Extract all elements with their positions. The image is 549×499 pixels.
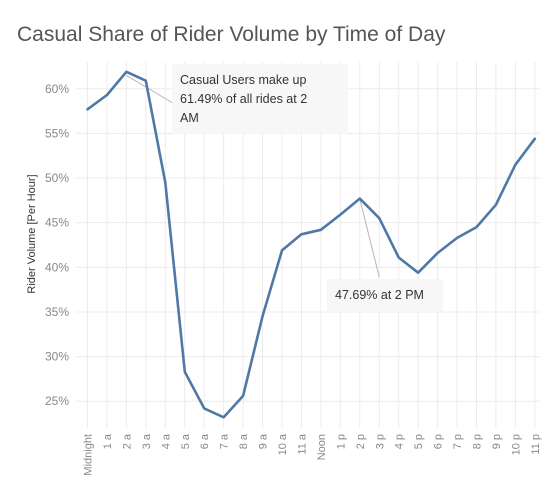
x-tick-label: 2 p (355, 434, 367, 449)
y-tick-label: 30% (45, 350, 69, 364)
x-tick-label: 5 a (180, 433, 192, 449)
x-tick-label: 6 p (433, 434, 445, 449)
x-tick-label: 7 p (452, 434, 464, 449)
y-axis-ticks: 25% 30% 35% 40% 45% 50% 55% 60% (45, 82, 69, 408)
annotation-text: 47.69% at 2 PM (335, 288, 424, 302)
x-tick-label: Midnight (83, 434, 95, 476)
series-line (86, 70, 537, 419)
annotation-leader (126, 75, 173, 103)
x-tick-label: 9 a (258, 433, 270, 449)
y-tick-label: 50% (45, 171, 69, 185)
annotation-box (327, 279, 443, 311)
x-tick-label: 5 p (413, 434, 425, 449)
y-tick-label: 35% (45, 305, 69, 319)
y-tick-label: 25% (45, 394, 69, 408)
annotation-text: 61.49% of all rides at 2 (180, 92, 307, 106)
x-tick-label: 10 p (510, 434, 522, 455)
x-tick-label: 11 a (296, 433, 308, 454)
x-axis-ticks: Midnight 1 a 2 a 3 a 4 a 5 a 6 a 7 a 8 a 9 a 10 a 1… (83, 433, 542, 475)
annotation-text: AM (180, 111, 199, 125)
x-tick-label: 2 a (121, 433, 133, 449)
y-tick-label: 60% (45, 82, 69, 96)
x-tick-label: 9 p (491, 434, 503, 449)
x-tick-label: 11 p (530, 434, 542, 455)
x-tick-label: 1 a (102, 433, 114, 449)
y-tick-label: 40% (45, 260, 69, 274)
y-axis-label: Rider Volume [Per Hour] (26, 174, 38, 293)
x-tick-label: 3 p (374, 434, 386, 449)
x-tick-label: 4 a (160, 433, 172, 449)
annotation-text: Casual Users make up (180, 73, 306, 87)
x-tick-label: 4 p (394, 434, 406, 449)
x-tick-label: 1 p (335, 434, 347, 449)
y-tick-label: 55% (45, 126, 69, 140)
x-tick-label: 10 a (277, 433, 289, 455)
x-tick-label: 6 a (199, 433, 211, 449)
annotations: Casual Users make up 61.49% of all rides … (172, 64, 443, 311)
annotation-leaders (126, 75, 380, 278)
x-tick-label: 8 a (238, 433, 250, 449)
y-tick-label: 45% (45, 216, 69, 230)
annotation-box (172, 64, 348, 134)
chart-title: Casual Share of Rider Volume by Time of … (17, 23, 446, 46)
x-tick-label: Noon (316, 434, 328, 460)
x-tick-label: 3 a (141, 433, 153, 449)
x-tick-label: 8 p (472, 434, 484, 449)
annotation-leader (359, 198, 380, 278)
x-tick-label: 7 a (219, 433, 231, 449)
